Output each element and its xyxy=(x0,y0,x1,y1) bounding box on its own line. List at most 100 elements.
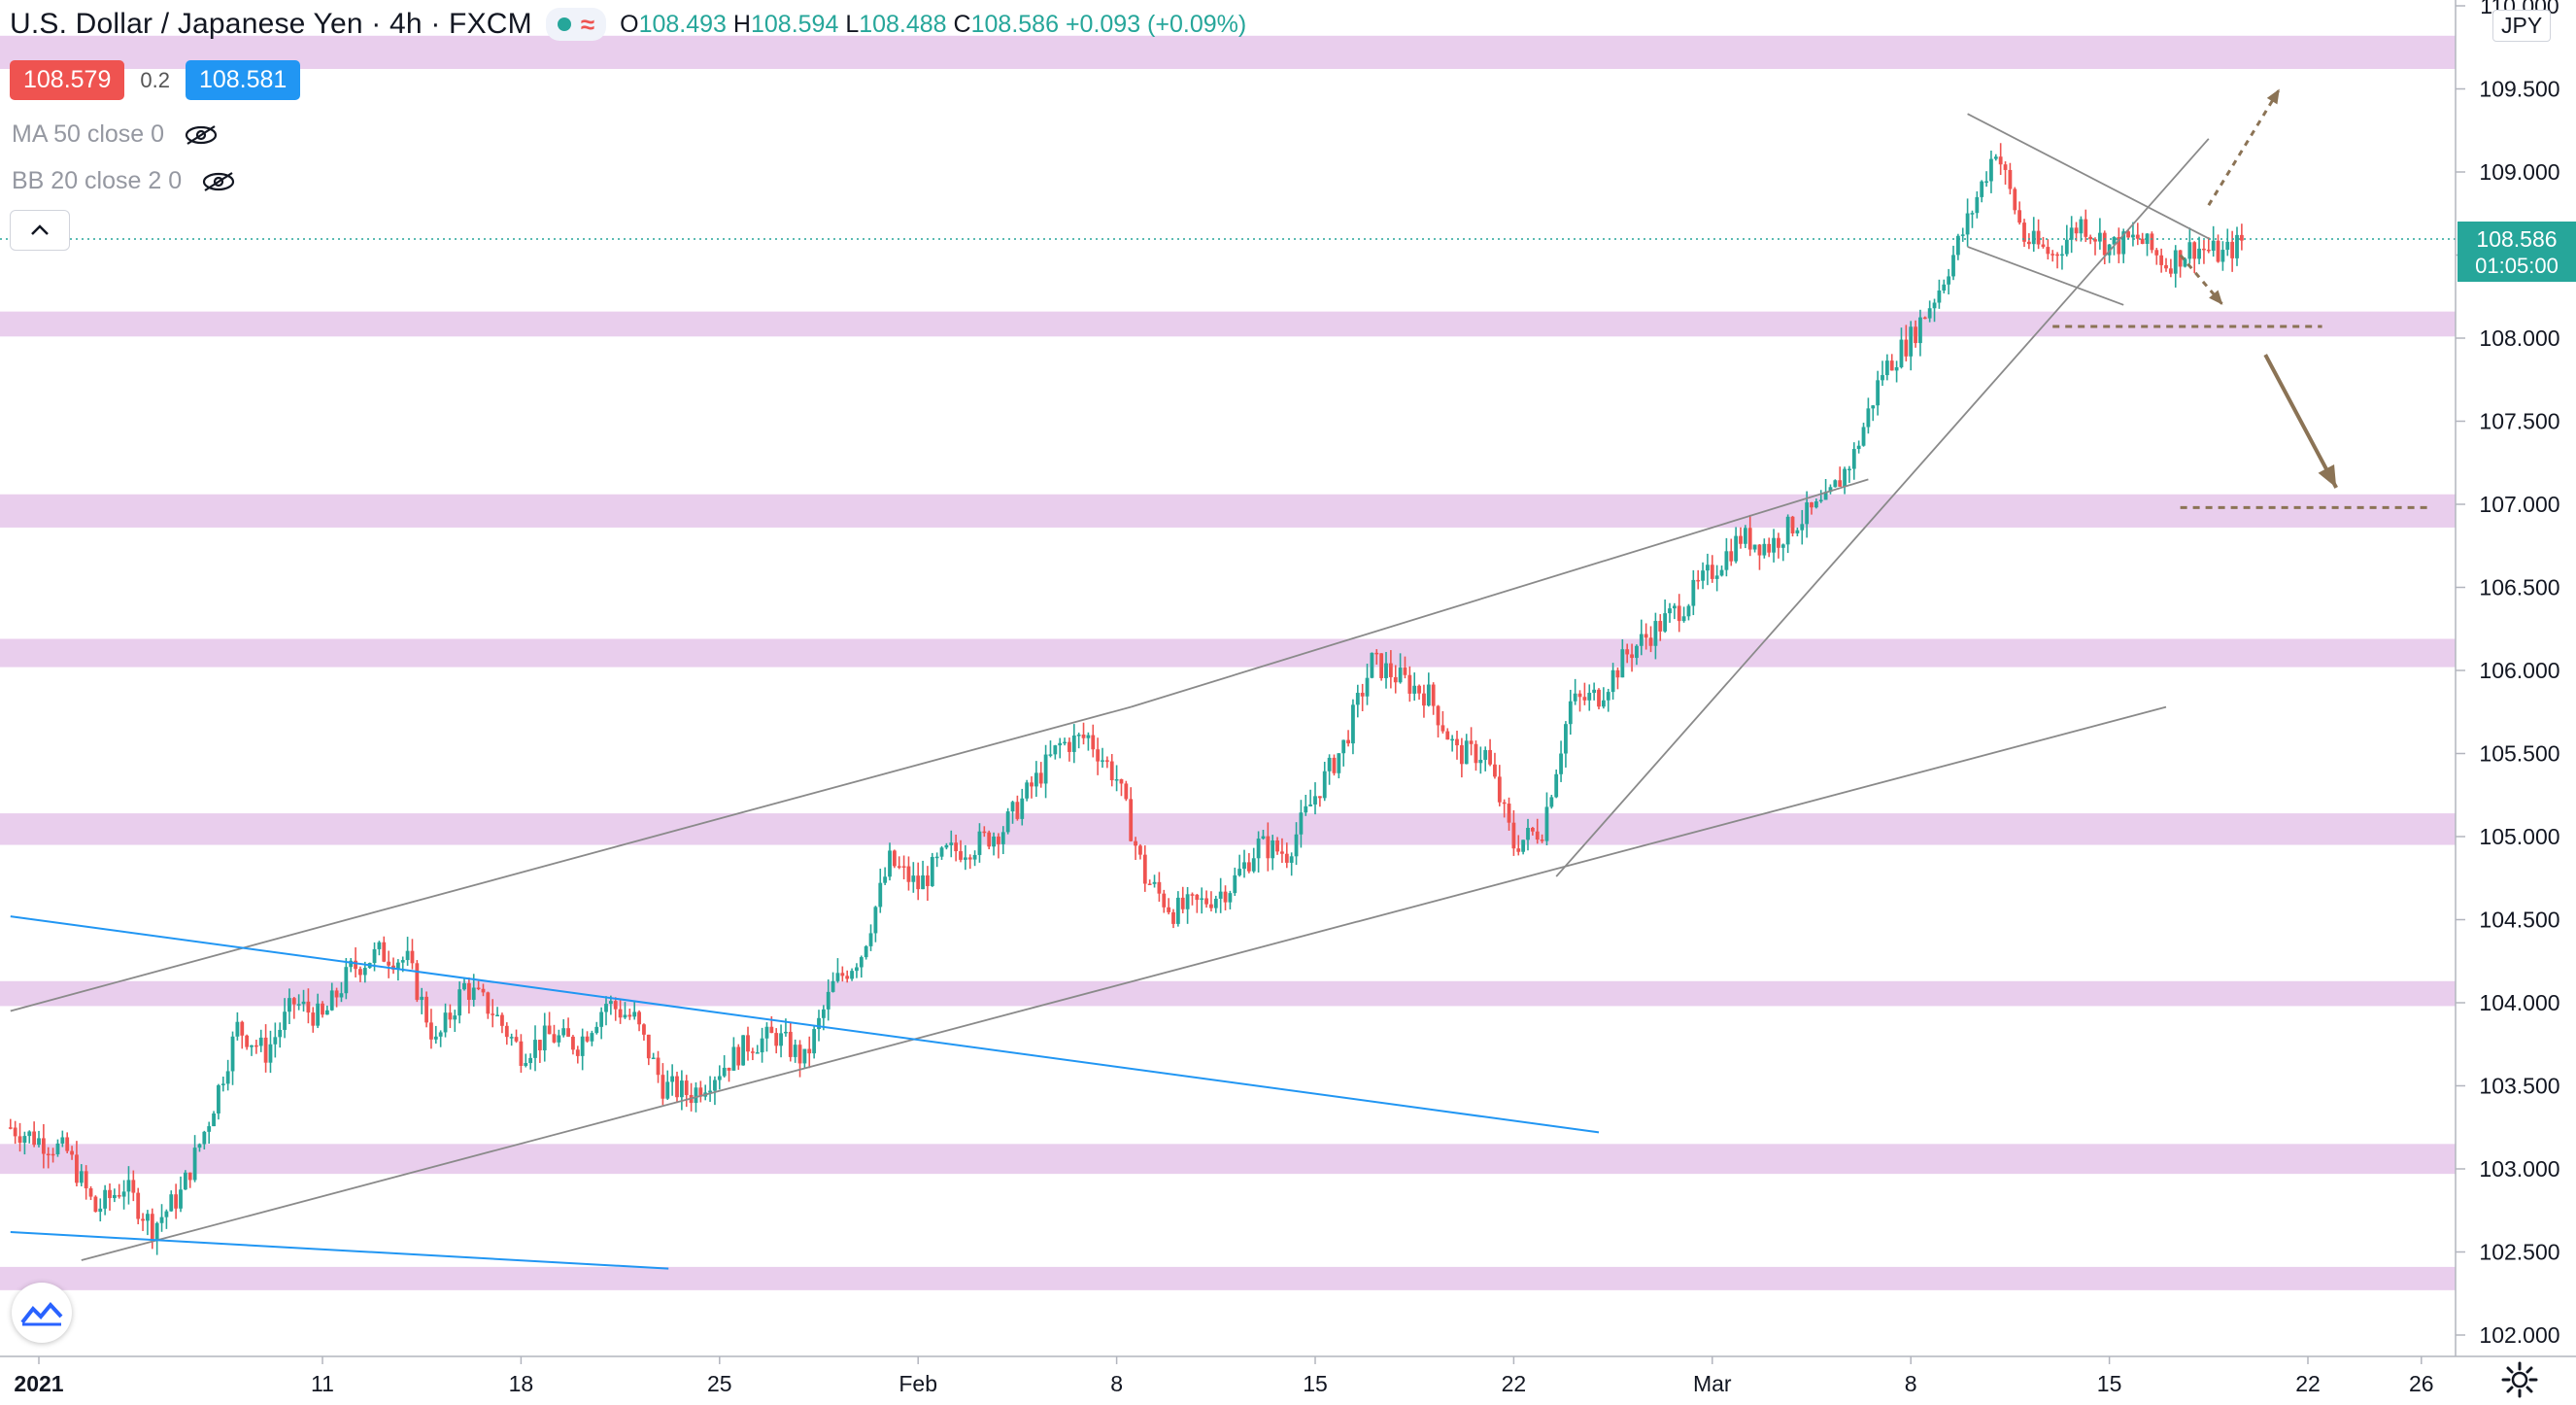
collapse-legend-button[interactable] xyxy=(10,210,70,251)
candle-up xyxy=(1672,605,1677,609)
candle-up xyxy=(316,1003,321,1026)
candle-up xyxy=(1601,700,1606,707)
candle-up xyxy=(1894,366,1899,371)
candle-up xyxy=(878,882,883,908)
candle-down xyxy=(750,1051,755,1053)
candle-down xyxy=(916,875,921,890)
candle-down xyxy=(117,1194,121,1197)
indicator-ma[interactable]: MA 50 close 0 xyxy=(12,120,219,149)
hidden-eye-icon[interactable] xyxy=(184,124,219,146)
candle-down xyxy=(2093,239,2097,242)
candle-down xyxy=(481,988,486,993)
currency-label[interactable]: JPY xyxy=(2492,10,2552,42)
candle-down xyxy=(1511,822,1516,849)
time-axis: 2021 11 18 25 Feb 8 15 22 Mar 8 15 22 26 xyxy=(14,1356,2434,1396)
candle-down xyxy=(1393,676,1398,683)
candle-up xyxy=(278,1029,283,1038)
candle-up xyxy=(2031,230,2036,245)
x-tick-label: 2021 xyxy=(14,1371,63,1396)
y-tick-label: 106.000 xyxy=(2479,658,2559,683)
candle-up xyxy=(2183,258,2187,267)
y-tick-label: 106.500 xyxy=(2479,575,2559,600)
trendline-steep-support xyxy=(1555,138,2210,877)
candle-up xyxy=(443,1012,448,1033)
candle-up xyxy=(1847,468,1851,471)
candle-down xyxy=(1493,764,1497,777)
candle-down xyxy=(1081,735,1086,738)
candle-down xyxy=(1777,537,1780,548)
candle-up xyxy=(1365,677,1370,697)
tradingview-logo[interactable] xyxy=(12,1283,72,1343)
candle-up xyxy=(2220,250,2225,262)
trendline-channel-bottom xyxy=(81,705,2167,1261)
candle-down xyxy=(1540,840,1544,841)
projection-arrow-line xyxy=(2207,87,2282,206)
candle-down xyxy=(1436,705,1441,726)
data-wave-icon: ≈ xyxy=(580,9,595,39)
candle-up xyxy=(1261,836,1266,840)
candle-up xyxy=(1932,302,1937,309)
price-zone xyxy=(0,1144,2456,1175)
candle-up xyxy=(821,1009,826,1018)
candle-down xyxy=(187,1172,192,1181)
candle-down xyxy=(2140,238,2145,245)
candle-up xyxy=(146,1214,150,1221)
candle-up xyxy=(1828,487,1833,493)
indicator-bb[interactable]: BB 20 close 2 0 xyxy=(12,167,236,195)
candle-down xyxy=(514,1037,519,1042)
x-tick-label: 22 xyxy=(2295,1371,2321,1396)
candle-up xyxy=(301,1001,306,1005)
candle-down xyxy=(93,1196,98,1213)
candle-up xyxy=(802,1048,807,1064)
candle-up xyxy=(679,1080,684,1098)
sell-button[interactable]: 108.579 xyxy=(10,60,125,100)
hidden-eye-icon[interactable] xyxy=(201,171,236,192)
candle-up xyxy=(453,1015,458,1020)
symbol-title[interactable]: U.S. Dollar / Japanese Yen · 4h · FXCM xyxy=(10,8,532,40)
candle-up xyxy=(873,907,878,934)
candle-up xyxy=(1951,255,1955,277)
candle-down xyxy=(2074,227,2079,234)
candle-up xyxy=(2112,236,2117,245)
buy-button[interactable]: 108.581 xyxy=(185,60,301,100)
candle-down xyxy=(2192,242,2197,259)
candle-up xyxy=(1592,689,1597,693)
candle-down xyxy=(2159,255,2164,265)
candle-down xyxy=(2055,254,2059,257)
candle-up xyxy=(1213,898,1218,908)
candle-down xyxy=(2168,268,2173,274)
candle-down xyxy=(448,1012,453,1020)
candle-down xyxy=(967,857,972,860)
settings-gear-icon[interactable] xyxy=(2500,1360,2539,1399)
candle-up xyxy=(183,1172,187,1190)
candle-up xyxy=(1426,684,1431,706)
candle-down xyxy=(1488,749,1492,765)
candle-down xyxy=(504,1025,509,1038)
y-tick-label: 105.000 xyxy=(2479,824,2559,849)
bar-countdown: 01:05:00 xyxy=(2475,254,2559,278)
candle-down xyxy=(1696,579,1701,582)
candle-up xyxy=(339,993,344,998)
candle-down xyxy=(1497,776,1502,803)
candle-up xyxy=(1706,565,1710,571)
candle-down xyxy=(2022,223,2026,242)
candle-down xyxy=(65,1137,70,1151)
candle-up xyxy=(1313,796,1317,805)
x-tick-label: 18 xyxy=(509,1371,534,1396)
candle-down xyxy=(1658,621,1663,632)
candle-up xyxy=(2121,231,2126,255)
candle-up xyxy=(1025,782,1030,799)
market-status-pill[interactable]: ≈ xyxy=(545,8,607,41)
candle-up xyxy=(1233,874,1237,894)
candle-up xyxy=(1063,741,1067,744)
candle-up xyxy=(2211,240,2216,252)
candle-down xyxy=(1441,725,1445,732)
candle-up xyxy=(1034,772,1038,787)
candle-down xyxy=(1502,802,1507,805)
candle-up xyxy=(1937,290,1942,303)
candle-up xyxy=(1984,181,1988,183)
candle-up xyxy=(1795,530,1800,533)
candle-up xyxy=(1686,605,1691,617)
candle-down xyxy=(2164,264,2168,269)
